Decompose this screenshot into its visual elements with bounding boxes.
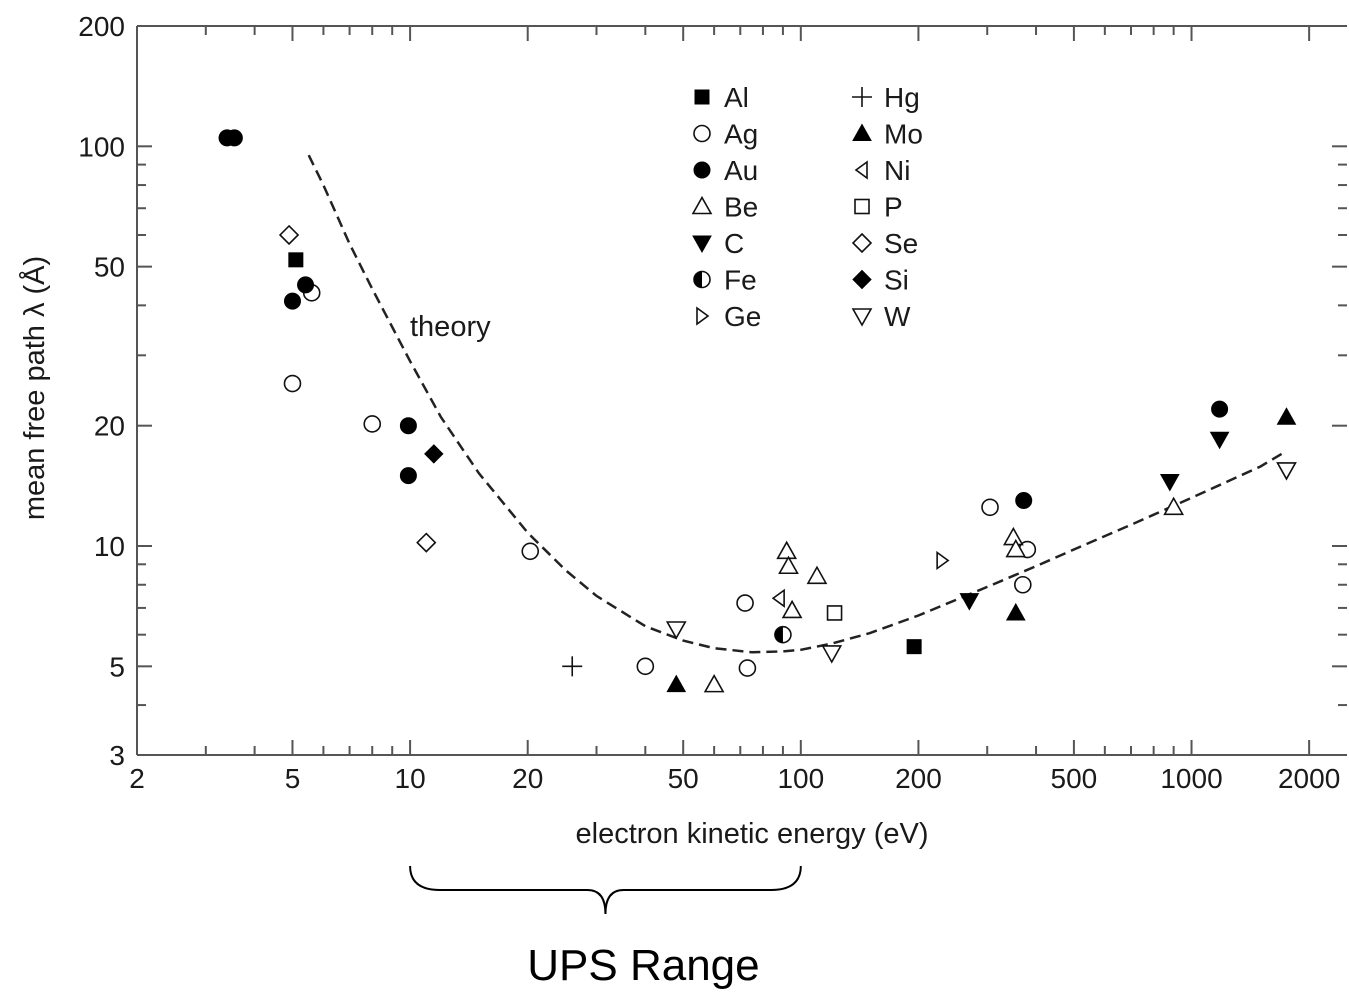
plot-frame — [136, 25, 1347, 756]
data-point-c — [959, 593, 980, 611]
legend-label-hg: Hg — [884, 82, 920, 113]
legend-marker-fe — [693, 270, 711, 289]
ups-range-bracket — [409, 865, 802, 915]
data-point-be — [1005, 538, 1027, 558]
data-point-fe — [774, 625, 792, 644]
data-point-au — [225, 129, 243, 147]
legend-label-al: Al — [724, 82, 749, 113]
legend-marker-ge — [696, 306, 710, 326]
theory-label: theory — [410, 311, 491, 343]
legend-label-mo: Mo — [884, 119, 923, 150]
legend-label-c: C — [724, 228, 744, 259]
y-tick-label: 3 — [109, 740, 125, 771]
data-point-be — [1163, 496, 1185, 516]
y-tick-label: 5 — [109, 651, 125, 682]
data-point-hg — [562, 656, 583, 677]
data-point-be — [776, 540, 798, 560]
data-point-ag — [1014, 575, 1032, 594]
x-tick-label: 20 — [512, 763, 543, 794]
x-tick-label: 5 — [285, 763, 301, 794]
data-point-ag — [283, 374, 302, 393]
y-axis-title: mean free path λ (Å) — [18, 256, 51, 520]
data-point-ge — [936, 550, 950, 571]
legend-marker-au — [693, 161, 711, 179]
theory-curve — [307, 154, 1283, 654]
data-point-au — [399, 467, 417, 485]
x-tick-label: 100 — [777, 763, 824, 794]
legend-label-be: Be — [724, 192, 758, 223]
data-point-be — [781, 599, 803, 619]
x-tick-label: 2000 — [1278, 763, 1340, 794]
data-point-au — [1015, 491, 1033, 509]
data-point-au — [399, 417, 417, 435]
data-point-w — [1276, 462, 1297, 481]
legend-label-p: P — [884, 192, 903, 223]
data-point-ni — [771, 588, 785, 608]
data-point-au — [283, 292, 301, 310]
x-tick-label: 200 — [895, 763, 942, 794]
x-axis-title: electron kinetic energy (eV) — [576, 818, 929, 850]
legend-marker-mo — [852, 123, 872, 141]
data-point-ag — [636, 657, 655, 676]
axis-ticks — [136, 25, 1347, 756]
legend-marker-w — [851, 308, 873, 327]
data-point-se — [278, 224, 300, 246]
data-point-be — [778, 555, 799, 575]
data-point-ag — [738, 659, 757, 677]
data-point-mo — [1276, 407, 1297, 425]
legend-label-au: Au — [724, 155, 758, 186]
legend-marker-ni — [854, 160, 868, 180]
legend-marker-si — [852, 269, 872, 290]
data-points — [218, 129, 1297, 693]
data-point-al — [288, 252, 304, 268]
data-point-mo — [1005, 602, 1026, 621]
data-point-au — [297, 276, 315, 294]
legend: Al Ag Au Be C Fe Ge Hg Mo Ni P Se Si W — [691, 82, 923, 332]
data-point-be — [1003, 526, 1024, 546]
legend-marker-al — [694, 89, 710, 105]
legend-label-fe: Fe — [724, 265, 757, 296]
data-point-si — [424, 444, 444, 464]
legend-marker-c — [692, 235, 712, 254]
data-point-c — [1159, 474, 1180, 492]
data-point-w — [821, 645, 843, 664]
legend-label-ni: Ni — [884, 155, 910, 186]
x-tick-label: 10 — [395, 763, 426, 794]
data-point-be — [806, 565, 828, 585]
data-point-ag — [736, 594, 754, 612]
data-point-se — [416, 532, 437, 553]
legend-marker-se — [851, 232, 873, 254]
legend-marker-p — [854, 198, 870, 215]
data-point-be — [703, 673, 725, 693]
data-point-ag — [981, 498, 999, 517]
data-point-w — [665, 621, 687, 640]
legend-marker-be — [691, 195, 713, 215]
x-tick-label: 2 — [129, 763, 145, 794]
y-tick-label: 200 — [78, 11, 125, 42]
y-tick-label: 100 — [78, 131, 125, 162]
legend-label-ge: Ge — [724, 301, 761, 332]
legend-marker-hg — [852, 87, 872, 107]
data-point-p — [826, 605, 843, 621]
legend-label-w: W — [884, 301, 911, 332]
legend-marker-ag — [693, 124, 711, 143]
y-tick-label: 50 — [94, 252, 125, 283]
legend-label-se: Se — [884, 228, 918, 259]
data-point-ag — [363, 415, 382, 433]
legend-label-si: Si — [884, 265, 909, 296]
data-point-al — [906, 639, 922, 655]
y-tick-label: 20 — [94, 411, 125, 442]
data-point-au — [1211, 400, 1229, 418]
data-point-ag — [521, 542, 540, 561]
y-tick-label: 10 — [94, 531, 125, 562]
data-point-mo — [666, 674, 687, 693]
ups-range-label: UPS Range — [527, 941, 759, 990]
legend-label-ag: Ag — [724, 119, 758, 150]
x-tick-label: 50 — [668, 763, 699, 794]
axis-tick-labels: 2 5 10 20 50 100 200 500 1000 2000 3 5 10 20 50 100 200 — [78, 11, 1340, 794]
x-tick-label: 500 — [1051, 763, 1098, 794]
x-tick-label: 1000 — [1160, 763, 1222, 794]
data-point-c — [1209, 431, 1230, 450]
